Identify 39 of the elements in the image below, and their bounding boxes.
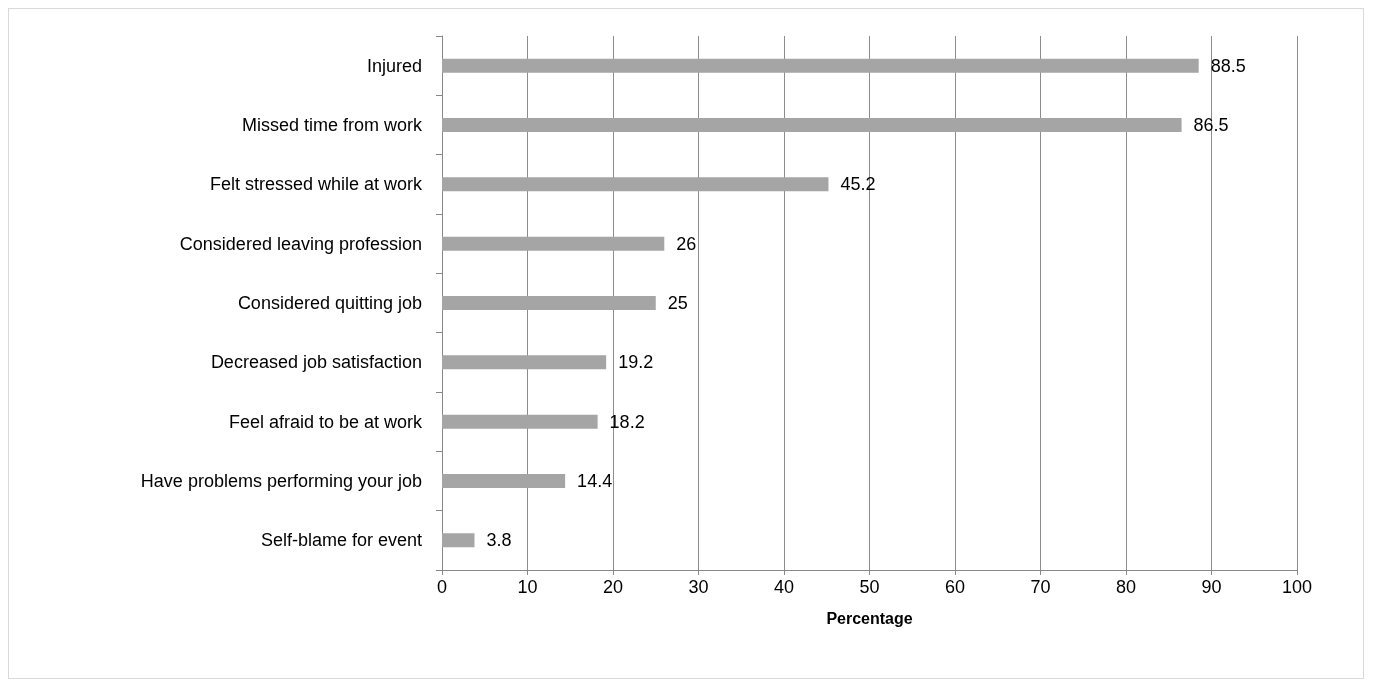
y-tick-label: Missed time from work xyxy=(241,115,423,135)
x-tick-label: 0 xyxy=(436,577,448,597)
data-label: 25 xyxy=(667,293,688,313)
y-tick-label: Considered leaving profession xyxy=(179,233,422,254)
x-tick-label: 70 xyxy=(1030,577,1051,597)
y-tick-label: Decreased job satisfaction xyxy=(210,352,422,373)
data-label: 45.2 xyxy=(840,174,876,195)
bar xyxy=(442,474,566,488)
bar xyxy=(442,236,665,251)
x-tick-label: 20 xyxy=(602,577,624,597)
x-tick-label: 30 xyxy=(688,577,709,597)
data-label: 26 xyxy=(676,233,697,254)
x-tick-label: 100 xyxy=(1281,577,1313,597)
data-label: 18.2 xyxy=(609,411,645,432)
x-tick-label: 10 xyxy=(517,577,538,597)
data-label: 14.4 xyxy=(577,471,613,491)
bar xyxy=(442,118,1182,132)
x-tick-label: 80 xyxy=(1115,577,1137,597)
y-tick-label: Feel afraid to be at work xyxy=(228,411,423,432)
bar xyxy=(442,414,598,429)
x-tick-label: 50 xyxy=(859,577,880,597)
y-tick-label: Have problems performing your job xyxy=(140,471,422,491)
bar xyxy=(442,58,1199,73)
data-label: 86.5 xyxy=(1193,115,1229,135)
data-label: 88.5 xyxy=(1210,55,1246,76)
y-tick-label: Self-blame for event xyxy=(260,530,422,551)
y-tick-label: Felt stressed while at work xyxy=(209,174,423,195)
y-tick-label: Injured xyxy=(366,55,422,76)
data-label: 3.8 xyxy=(486,530,512,551)
bar xyxy=(442,533,475,548)
x-tick-label: 60 xyxy=(944,577,966,597)
x-axis-title: Percentage xyxy=(826,609,913,627)
y-tick-label: Considered quitting job xyxy=(237,293,422,313)
bar xyxy=(442,296,656,310)
data-label: 19.2 xyxy=(618,352,654,373)
x-tick-label: 40 xyxy=(773,577,795,597)
bar xyxy=(442,355,607,370)
bar xyxy=(442,177,829,192)
x-tick-label: 90 xyxy=(1201,577,1222,597)
